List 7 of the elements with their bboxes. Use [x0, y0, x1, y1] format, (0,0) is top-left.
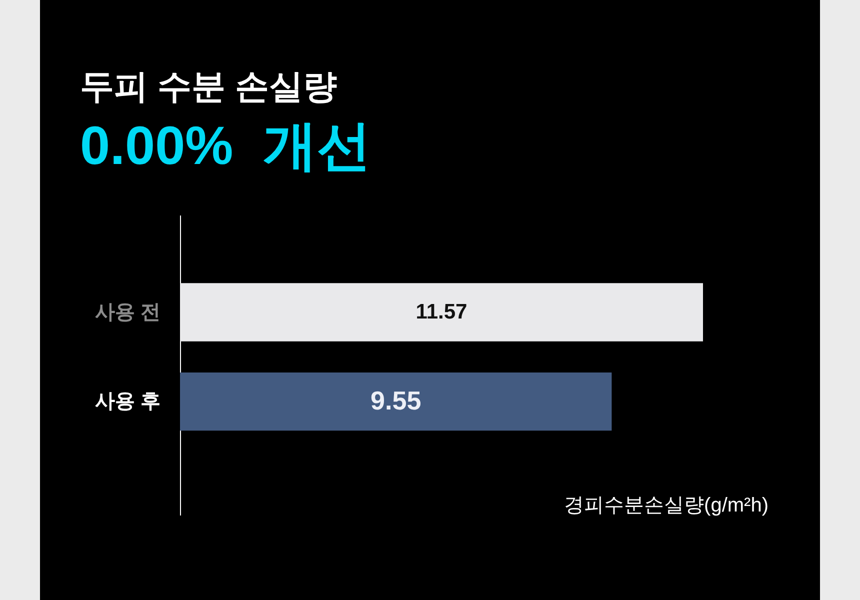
y-tick-label: 사용 후 — [94, 390, 160, 413]
x-axis-title: 경피수분손실량(g/m²h) — [564, 494, 768, 516]
chart-title: 두피 수분 손실량 — [80, 68, 337, 106]
chart-subtitle: 0.00% 개선 — [80, 116, 372, 176]
y-tick-label: 사용 전 — [94, 301, 160, 324]
data-label: 11.57 — [416, 300, 468, 324]
data-label: 9.55 — [370, 386, 422, 416]
